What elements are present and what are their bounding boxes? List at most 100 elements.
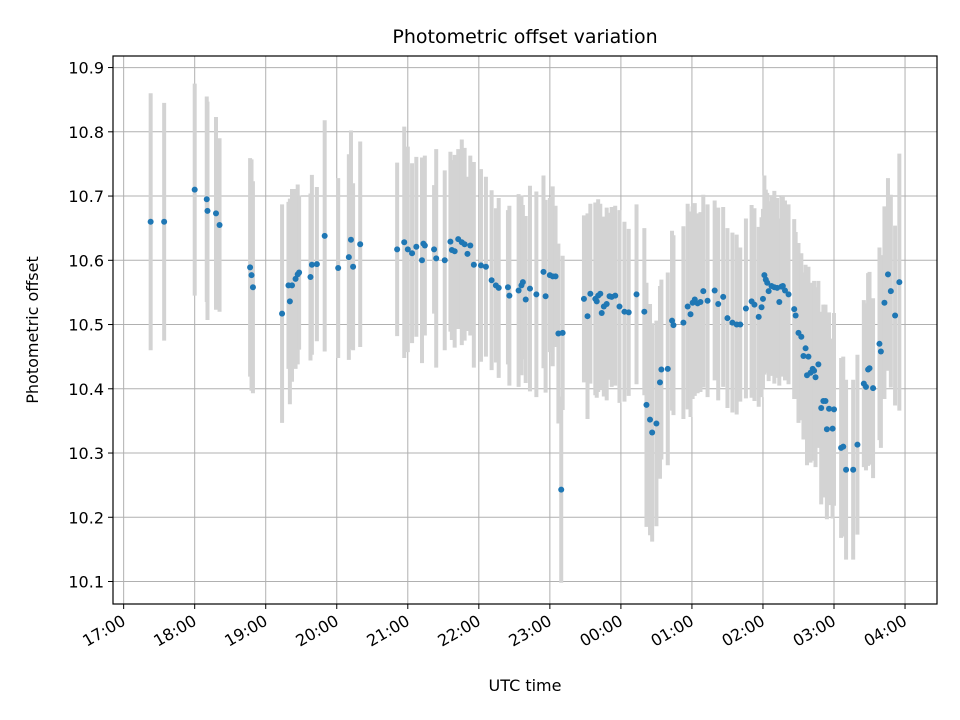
data-point: [831, 406, 837, 413]
data-point: [522, 296, 529, 303]
y-tick-label: 10.9: [68, 59, 104, 78]
data-point: [755, 313, 762, 320]
data-point: [345, 254, 352, 261]
data-point: [308, 261, 315, 268]
data-point: [504, 284, 511, 291]
data-point: [191, 186, 198, 193]
data-point: [840, 443, 847, 450]
data-point: [687, 311, 694, 318]
data-point: [870, 385, 877, 392]
data-point: [612, 292, 619, 299]
data-point: [580, 295, 587, 302]
data-point: [247, 264, 254, 271]
data-point: [854, 441, 861, 448]
data-point: [213, 210, 219, 217]
data-point: [881, 299, 888, 306]
data-point: [664, 365, 671, 372]
data-point: [464, 250, 471, 257]
data-point: [286, 298, 293, 305]
data-point: [461, 241, 468, 248]
data-point: [292, 275, 299, 282]
y-tick-label: 10.7: [68, 187, 104, 206]
data-point: [697, 299, 704, 306]
data-point: [887, 288, 894, 295]
data-point: [625, 309, 632, 316]
data-point: [451, 248, 458, 255]
data-point: [896, 279, 903, 286]
data-point: [751, 301, 758, 308]
data-point: [204, 207, 211, 214]
data-point: [542, 293, 549, 300]
data-point: [526, 285, 533, 292]
data-point: [649, 429, 656, 436]
data-point: [593, 298, 600, 305]
data-point: [633, 291, 640, 298]
data-point: [826, 405, 833, 412]
data-point: [684, 303, 691, 310]
data-point: [884, 271, 891, 278]
data-point: [249, 284, 256, 291]
data-point: [552, 273, 559, 280]
y-tick-label: 10.1: [68, 573, 104, 592]
data-point: [587, 290, 594, 297]
y-tick-label: 10.6: [68, 251, 104, 270]
data-point: [335, 265, 342, 272]
data-point: [800, 353, 807, 360]
data-point: [161, 218, 168, 225]
data-point: [394, 246, 401, 253]
data-point: [811, 367, 818, 374]
data-points: [147, 186, 903, 493]
data-point: [279, 310, 286, 317]
data-point: [779, 282, 786, 289]
data-point: [892, 312, 899, 319]
data-point: [643, 401, 650, 408]
y-tick-label: 10.8: [68, 123, 104, 142]
data-point: [818, 405, 825, 412]
data-point: [289, 282, 296, 289]
data-point: [812, 374, 819, 381]
y-tick-label: 10.4: [68, 380, 104, 399]
data-point: [477, 262, 484, 269]
data-point: [419, 257, 425, 264]
y-tick-label: 10.2: [68, 508, 104, 527]
data-point: [203, 196, 210, 203]
data-point: [850, 466, 857, 473]
data-point: [737, 321, 744, 328]
data-point: [785, 291, 792, 298]
data-point: [765, 288, 772, 295]
data-point: [711, 287, 718, 294]
data-point: [350, 263, 357, 270]
data-point: [742, 305, 749, 312]
data-point: [431, 246, 438, 253]
data-point: [823, 426, 830, 433]
y-tick-label: 10.5: [68, 316, 104, 335]
data-point: [533, 291, 540, 298]
data-point: [248, 272, 255, 279]
plot-frame: [112, 55, 938, 605]
data-point: [401, 239, 408, 246]
data-point: [653, 420, 660, 427]
data-point: [791, 306, 798, 313]
data-point: [470, 261, 477, 268]
chart-title: Photometric offset variation: [392, 26, 657, 48]
data-point: [656, 379, 663, 386]
data-point: [482, 263, 489, 270]
data-point: [296, 269, 303, 276]
data-point: [506, 292, 513, 299]
data-point: [822, 397, 829, 404]
data-point: [413, 243, 420, 250]
data-point: [558, 486, 565, 493]
data-point: [843, 466, 850, 473]
data-point: [829, 425, 836, 432]
data-point: [802, 345, 809, 352]
data-point: [307, 273, 314, 280]
data-point: [776, 299, 783, 306]
data-point: [758, 304, 765, 311]
data-point: [715, 300, 722, 307]
data-point: [540, 268, 547, 275]
data-point: [798, 333, 805, 340]
data-point: [216, 221, 223, 228]
data-point: [421, 242, 428, 249]
data-point: [584, 313, 591, 320]
